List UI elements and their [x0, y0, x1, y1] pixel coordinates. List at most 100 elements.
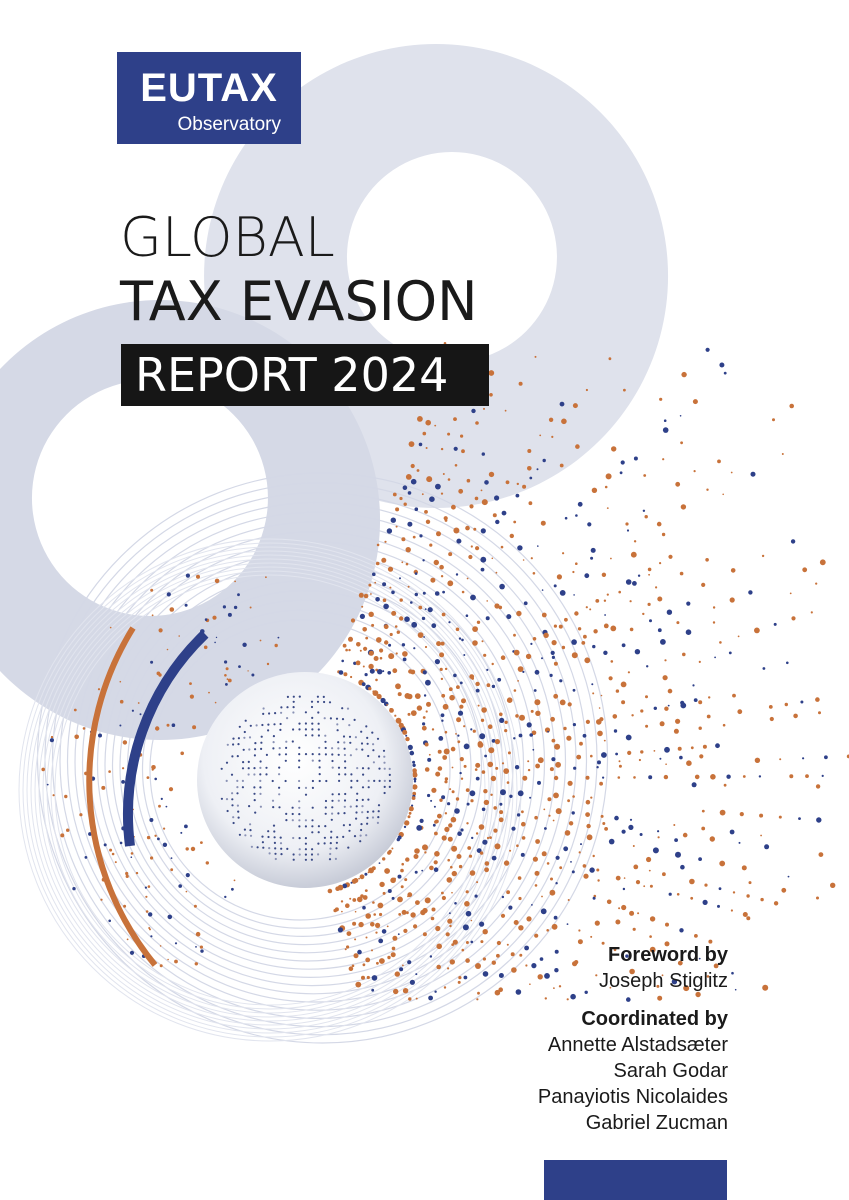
particle-dot [444, 519, 448, 522]
globe-dot [349, 805, 352, 808]
particle-dot [664, 746, 670, 753]
globe-dot [280, 847, 283, 850]
globe-dot [373, 779, 376, 783]
particle-dot [519, 953, 523, 957]
particle-dot [415, 997, 418, 1000]
particle-dot [772, 418, 775, 422]
particle-dot [405, 734, 408, 737]
particle-dot [698, 726, 702, 730]
globe-dot [292, 706, 295, 709]
particle-dot [667, 688, 673, 694]
particle-dot [389, 632, 393, 637]
particle-dot [397, 692, 402, 697]
particle-dot [436, 531, 441, 537]
particle-dot [723, 783, 727, 787]
particle-dot [162, 842, 168, 847]
globe-dot [322, 695, 325, 699]
particle-dot [470, 545, 473, 548]
particle-dot [382, 857, 386, 861]
particle-dot [157, 837, 160, 841]
particle-dot [613, 948, 617, 952]
particle-dot [518, 381, 523, 386]
particle-dot [199, 945, 203, 949]
particle-dot [447, 918, 453, 924]
globe-dot [361, 811, 364, 814]
particle-dot [103, 843, 107, 847]
particle-dot [535, 763, 540, 769]
particle-dot [664, 941, 670, 947]
globe-dot [378, 755, 381, 758]
particle-dot [529, 796, 532, 799]
particle-dot [447, 478, 451, 481]
particle-dot [350, 675, 353, 679]
globe-dot [365, 725, 368, 728]
particle-dot [60, 833, 65, 838]
particle-dot [734, 988, 737, 991]
particle-dot [351, 964, 355, 968]
particle-dot [456, 538, 462, 544]
globe-dot [291, 819, 294, 822]
particle-dot [558, 624, 563, 629]
particle-dot [585, 812, 590, 817]
particle-dot [516, 482, 519, 486]
globe-dot [256, 846, 259, 849]
particle-dot [479, 851, 484, 855]
particle-dot [540, 908, 547, 915]
particle-dot [648, 775, 653, 780]
particle-dot [506, 697, 513, 703]
globe-dot [253, 786, 256, 789]
particle-dot [158, 804, 161, 808]
particle-dot [390, 952, 396, 958]
particle-dot [389, 708, 394, 713]
particle-dot [579, 741, 583, 746]
particle-dot [466, 577, 469, 580]
particle-dot [610, 660, 614, 663]
particle-dot [604, 614, 606, 616]
globe-dot [342, 824, 345, 827]
particle-dot [518, 896, 522, 901]
particle-dot [377, 902, 384, 909]
particle-dot [559, 590, 566, 596]
particle-dot [484, 861, 490, 866]
particle-dot [389, 586, 392, 589]
particle-dot [786, 661, 789, 665]
particle-dot [417, 632, 424, 638]
particle-dot [665, 763, 667, 765]
particle-dot [441, 835, 447, 841]
particle-dot [789, 592, 792, 595]
particle-dot [649, 884, 653, 888]
particle-dot [551, 757, 556, 762]
particle-dot [550, 877, 553, 881]
particle-dot [517, 876, 522, 880]
globe-dot [243, 828, 246, 831]
particle-dot [643, 474, 647, 477]
particle-dot [401, 643, 406, 647]
particle-dot [632, 581, 637, 586]
particle-dot [494, 843, 501, 850]
globe-dot [359, 834, 362, 837]
particle-dot [416, 705, 423, 711]
particle-dot [633, 864, 639, 870]
particle-dot [567, 799, 570, 803]
particle-dot [622, 887, 626, 891]
particle-dot [402, 651, 408, 657]
particle-dot [374, 581, 377, 584]
particle-dot [511, 967, 517, 973]
particle-dot [517, 545, 523, 551]
particle-dot [527, 760, 530, 763]
particle-dot [375, 597, 380, 602]
particle-dot [593, 894, 597, 898]
particle-dot [470, 594, 476, 601]
particle-dot [224, 895, 227, 899]
particle-dot [227, 678, 232, 683]
particle-dot [527, 768, 531, 772]
globe-dot [244, 834, 247, 837]
particle-dot [644, 515, 648, 519]
particle-dot [769, 716, 774, 722]
particle-dot [368, 611, 374, 617]
particle-dot [489, 393, 493, 397]
particle-dot [647, 567, 652, 572]
particle-dot [451, 766, 454, 769]
particle-dot [718, 887, 722, 891]
particle-dot [819, 559, 826, 566]
